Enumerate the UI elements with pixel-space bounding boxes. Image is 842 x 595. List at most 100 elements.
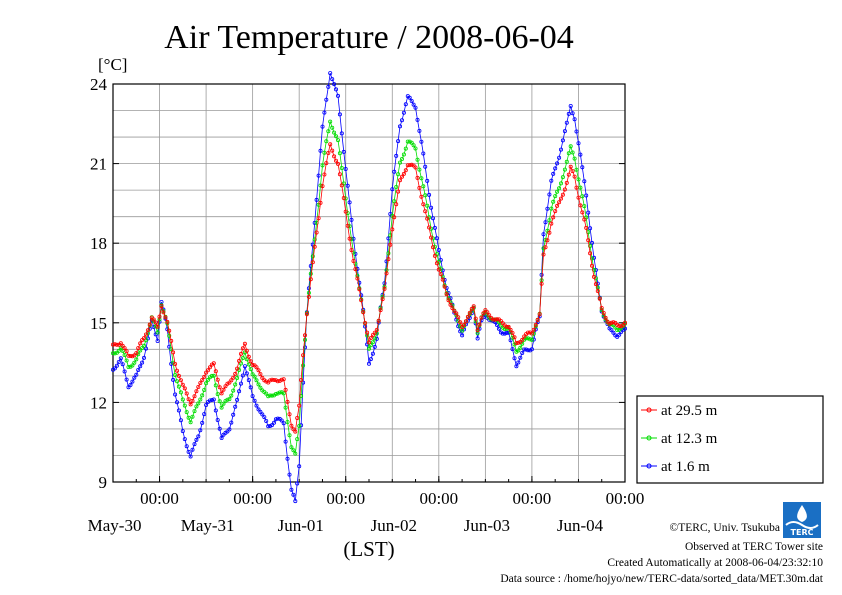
data-point — [180, 382, 185, 387]
data-point — [413, 146, 418, 151]
data-point — [318, 183, 323, 188]
data-point — [370, 332, 375, 337]
data-point — [401, 152, 406, 157]
data-point — [361, 310, 366, 315]
data-point — [407, 95, 412, 100]
data-point — [529, 331, 534, 336]
data-point — [248, 385, 253, 390]
data-point — [401, 171, 406, 176]
data-point — [409, 140, 414, 145]
data-point — [291, 427, 296, 432]
data-point — [444, 292, 449, 297]
data-point — [176, 384, 181, 389]
data-point — [494, 317, 499, 322]
data-point — [269, 423, 274, 428]
data-point — [611, 330, 616, 335]
data-point — [281, 391, 286, 396]
data-point — [116, 348, 121, 353]
data-point — [114, 363, 119, 368]
data-point — [595, 288, 600, 293]
data-point — [238, 381, 243, 386]
data-point — [302, 333, 307, 338]
data-point — [349, 217, 354, 222]
data-point — [196, 384, 201, 389]
data-point — [504, 324, 509, 329]
data-point — [411, 143, 416, 148]
data-point — [609, 328, 614, 333]
data-point — [330, 125, 335, 130]
data-point — [209, 373, 214, 378]
data-point — [524, 347, 529, 352]
data-point — [320, 124, 325, 129]
data-point — [339, 131, 344, 136]
data-point — [281, 377, 286, 382]
data-point — [485, 310, 490, 315]
data-point — [130, 379, 135, 384]
data-point — [357, 287, 362, 292]
data-point — [223, 384, 228, 389]
data-point — [549, 206, 554, 211]
data-point — [576, 177, 581, 182]
x-tick-date-label: May-31 — [181, 516, 235, 535]
source-text: Data source : /home/hojyo/new/TERC-data/… — [500, 573, 823, 585]
x-tick-time-label: 00:00 — [233, 489, 272, 508]
data-point — [568, 104, 573, 109]
data-point — [178, 418, 183, 423]
data-point — [390, 227, 395, 232]
data-point — [419, 139, 424, 144]
plot-frame — [112, 83, 626, 483]
data-point — [112, 351, 117, 356]
data-point — [250, 372, 255, 377]
data-point — [526, 348, 531, 353]
data-point — [613, 325, 618, 330]
data-point — [221, 387, 226, 392]
x-tick-date-label: Jun-03 — [464, 516, 510, 535]
data-point — [306, 294, 311, 299]
data-point — [557, 186, 562, 191]
data-point — [200, 377, 205, 382]
data-point — [233, 404, 238, 409]
data-point — [522, 347, 527, 352]
data-point — [549, 221, 554, 226]
data-point — [178, 390, 183, 395]
data-point — [244, 371, 249, 376]
data-point — [333, 87, 338, 92]
data-point — [341, 195, 346, 200]
data-point — [322, 110, 327, 115]
data-point — [310, 260, 315, 265]
data-point — [382, 286, 387, 291]
copyright-text: ©TERC, Univ. Tsukuba — [670, 522, 780, 534]
data-point — [456, 315, 461, 320]
data-point — [335, 138, 340, 143]
data-point — [122, 346, 127, 351]
data-point — [430, 216, 435, 221]
data-point — [155, 338, 160, 343]
data-point — [213, 383, 218, 388]
data-point — [588, 226, 593, 231]
data-point — [227, 427, 232, 432]
data-point — [586, 238, 591, 243]
data-point — [141, 336, 146, 341]
data-point — [615, 327, 620, 332]
data-point — [347, 236, 352, 241]
data-point — [207, 365, 212, 370]
data-point — [225, 381, 230, 386]
data-point — [287, 412, 292, 417]
data-point — [417, 128, 422, 133]
data-point — [217, 385, 222, 390]
data-point — [211, 397, 216, 402]
data-point — [262, 415, 267, 420]
data-point — [217, 426, 222, 431]
data-point — [570, 111, 575, 116]
x-axis-label: (LST) — [343, 537, 394, 561]
data-point — [128, 353, 133, 358]
data-point — [188, 420, 193, 425]
data-point — [126, 353, 131, 358]
data-point — [359, 293, 364, 298]
data-point — [308, 271, 313, 276]
data-point — [180, 429, 185, 434]
data-point — [438, 271, 443, 276]
data-point — [269, 393, 274, 398]
legend-label: at 29.5 m — [661, 403, 718, 419]
